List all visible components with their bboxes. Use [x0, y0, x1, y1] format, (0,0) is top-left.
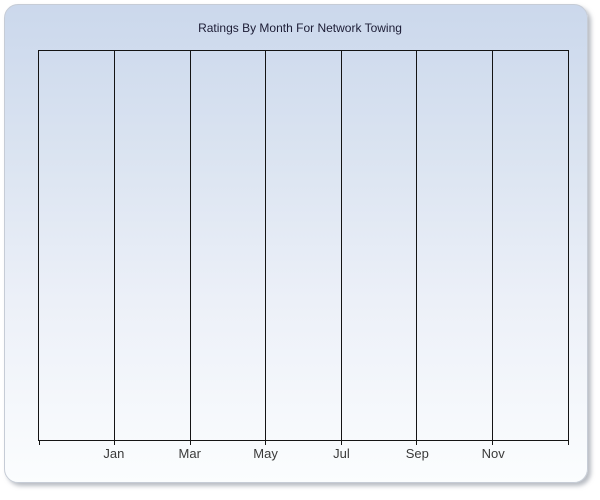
- vertical-gridline: [491, 51, 493, 440]
- x-axis-tick: [265, 440, 267, 445]
- x-axis-label: Jan: [103, 446, 125, 461]
- x-axis-tick: [114, 440, 116, 445]
- x-axis-tick: [340, 440, 342, 445]
- plot-area: [38, 50, 569, 445]
- x-axis-tick: [491, 440, 493, 445]
- vertical-gridline: [265, 51, 267, 440]
- chart-title: Ratings By Month For Network Towing: [198, 21, 402, 35]
- x-axis-tick: [189, 440, 191, 445]
- x-axis-label: Sep: [405, 446, 429, 461]
- x-axis-label: Mar: [178, 446, 201, 461]
- vertical-gridline: [114, 51, 116, 440]
- x-axis-label: Jul: [333, 446, 350, 461]
- x-axis-tick: [567, 440, 569, 445]
- x-axis-label: Nov: [481, 446, 505, 461]
- x-axis-tick: [38, 440, 40, 445]
- x-axis-tick: [416, 440, 418, 445]
- chart-panel: [4, 4, 588, 483]
- vertical-gridline: [340, 51, 342, 440]
- vertical-gridline: [416, 51, 418, 440]
- x-axis-labels: Jan Mar May Jul Sep Nov: [38, 446, 569, 464]
- vertical-gridline: [189, 51, 191, 440]
- x-axis-label: May: [253, 446, 278, 461]
